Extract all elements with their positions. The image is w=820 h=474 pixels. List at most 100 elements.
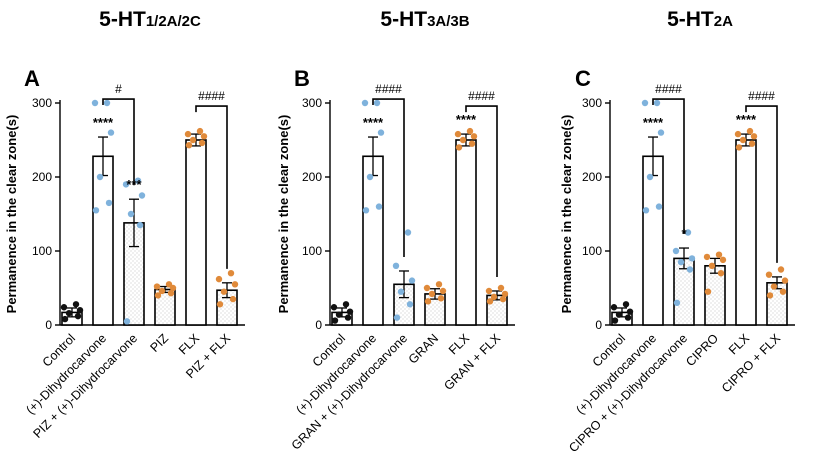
y-axis-label: Permanence in the clear zone(s) [276, 115, 291, 314]
y-axis-label: Permanence in the clear zone(s) [4, 115, 19, 314]
y-tick-label: 300 [302, 96, 322, 110]
data-point [642, 207, 650, 214]
bar [92, 155, 114, 326]
y-tick-label: 100 [582, 244, 602, 258]
data-point [74, 312, 82, 320]
data-point [408, 277, 416, 284]
data-point [154, 292, 162, 299]
data-point [459, 136, 467, 144]
comparison-label: # [115, 82, 122, 96]
comparison-label: #### [748, 89, 775, 103]
data-point [123, 318, 131, 325]
data-point [92, 207, 100, 214]
comparison-label: #### [468, 89, 495, 103]
comparison-bracket [465, 105, 498, 277]
data-point [330, 304, 338, 311]
data-point [344, 314, 352, 321]
data-point [777, 266, 785, 273]
data-point [103, 99, 111, 107]
data-point [134, 177, 142, 184]
bar [735, 139, 757, 326]
chart-panel-a: 5-HT1/2A/2C A Permanence in the clear zone… [4, 8, 245, 441]
data-point [715, 251, 723, 258]
data-point [105, 199, 113, 207]
y-tick-label: 0 [315, 318, 322, 332]
data-point [765, 271, 773, 278]
data-point [684, 229, 692, 236]
data-point [373, 99, 381, 107]
x-tick-label: FLX [176, 331, 203, 358]
data-point [424, 298, 432, 305]
data-point [65, 309, 73, 317]
significance-stars: **** [93, 115, 114, 130]
data-point [501, 290, 509, 298]
bar [455, 139, 477, 326]
comparison-bracket [102, 98, 135, 186]
comparison-label: #### [198, 89, 225, 103]
data-point [688, 255, 696, 262]
y-tick-label: 300 [582, 96, 602, 110]
x-tick-label: CIPRO + (+)-Dihydrocarvone [566, 331, 690, 455]
panel-letter: B [294, 66, 310, 91]
data-point [490, 293, 498, 301]
data-point [497, 284, 505, 292]
y-tick-label: 300 [32, 96, 52, 110]
data-point [229, 295, 237, 303]
chart-title: 5-HT2A [667, 8, 733, 31]
data-point [437, 295, 445, 302]
data-point [499, 295, 507, 303]
data-point [60, 304, 68, 311]
data-point [646, 173, 654, 181]
data-point [167, 289, 175, 297]
data-point [719, 256, 727, 264]
data-point [779, 288, 787, 295]
data-point [454, 130, 462, 138]
chart-title: 5-HT3A/3B [380, 8, 469, 31]
data-point [485, 287, 493, 295]
significance-stars: **** [643, 115, 664, 130]
data-point [466, 127, 474, 135]
comparison-label: #### [655, 82, 682, 96]
data-point [622, 301, 630, 308]
data-point [486, 298, 494, 305]
comparison-label: #### [375, 82, 402, 96]
data-point [703, 253, 711, 261]
data-point [766, 292, 774, 299]
y-tick-label: 200 [582, 170, 602, 184]
data-point [331, 317, 339, 324]
data-point [423, 284, 431, 292]
data-point [770, 283, 778, 290]
data-point [346, 308, 354, 315]
x-tick-label: FLX [726, 331, 753, 358]
y-axis-label: Permanence in the clear zone(s) [559, 115, 574, 314]
data-point [76, 307, 84, 314]
data-point [184, 130, 192, 138]
data-point [404, 229, 412, 236]
bar [362, 155, 384, 326]
data-point [468, 140, 476, 147]
data-point [393, 314, 401, 321]
data-point [136, 221, 144, 229]
data-point [748, 140, 756, 147]
data-point [610, 304, 618, 311]
data-point [641, 99, 649, 107]
data-point [377, 129, 385, 136]
data-point [397, 288, 405, 295]
data-point [107, 129, 115, 136]
data-point [673, 299, 681, 306]
data-point [657, 129, 665, 136]
data-point [392, 262, 400, 269]
data-point [672, 247, 680, 255]
x-tick-label: GRAN [406, 331, 441, 366]
data-point [734, 130, 742, 138]
data-point [91, 99, 99, 107]
data-point [746, 127, 754, 135]
data-point [624, 314, 632, 321]
panel-letter: A [24, 66, 40, 91]
comparison-bracket [372, 98, 405, 257]
data-point [96, 173, 104, 181]
y-tick-label: 0 [595, 318, 602, 332]
data-point [366, 173, 374, 181]
data-point [227, 270, 235, 277]
